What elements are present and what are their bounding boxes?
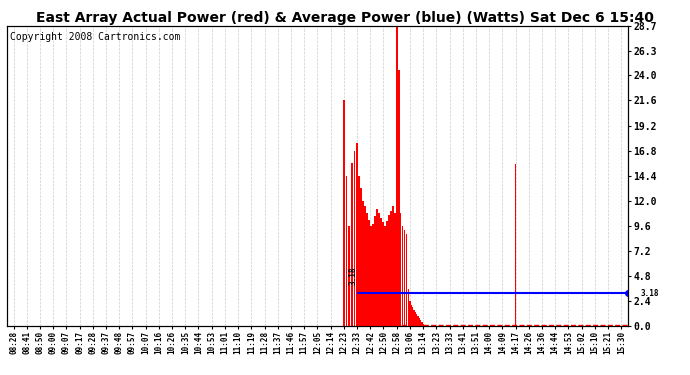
Bar bbox=[382, 222, 384, 326]
Bar bbox=[402, 226, 404, 326]
Bar bbox=[360, 188, 362, 326]
Bar bbox=[415, 314, 417, 326]
Bar bbox=[414, 312, 416, 326]
Bar bbox=[398, 70, 400, 326]
Bar bbox=[412, 308, 413, 326]
Bar bbox=[409, 301, 411, 326]
Bar bbox=[353, 151, 355, 326]
Bar bbox=[380, 217, 382, 326]
Bar bbox=[406, 234, 407, 326]
Bar bbox=[408, 289, 409, 326]
Bar bbox=[388, 216, 390, 326]
Text: Copyright 2008 Cartronics.com: Copyright 2008 Cartronics.com bbox=[10, 32, 180, 42]
Bar bbox=[394, 213, 395, 326]
Bar bbox=[368, 220, 370, 326]
Bar bbox=[384, 226, 386, 326]
Bar bbox=[386, 220, 388, 326]
Bar bbox=[356, 143, 358, 326]
Bar bbox=[396, 26, 397, 326]
Bar bbox=[358, 176, 360, 326]
Bar bbox=[378, 213, 380, 326]
Bar bbox=[420, 320, 422, 326]
Bar bbox=[421, 322, 423, 326]
Bar bbox=[376, 209, 377, 326]
Bar bbox=[366, 213, 368, 326]
Bar bbox=[374, 216, 376, 326]
Bar bbox=[362, 201, 364, 326]
Bar bbox=[390, 211, 392, 326]
Bar bbox=[346, 176, 347, 326]
Bar bbox=[411, 305, 412, 326]
Text: East Array Actual Power (red) & Average Power (blue) (Watts) Sat Dec 6 15:40: East Array Actual Power (red) & Average … bbox=[36, 11, 654, 25]
Text: 3.18: 3.18 bbox=[640, 288, 659, 297]
Bar bbox=[364, 206, 366, 326]
Bar bbox=[417, 316, 419, 326]
Bar bbox=[418, 318, 420, 326]
Bar bbox=[404, 230, 406, 326]
Bar bbox=[515, 164, 516, 326]
Text: 3.18: 3.18 bbox=[348, 266, 357, 285]
Bar bbox=[348, 226, 350, 326]
Bar bbox=[372, 224, 374, 326]
Bar bbox=[400, 213, 402, 326]
Bar bbox=[422, 324, 424, 326]
Bar bbox=[392, 206, 393, 326]
Bar bbox=[413, 309, 415, 326]
Bar bbox=[370, 226, 372, 326]
Bar bbox=[343, 100, 345, 326]
Bar bbox=[351, 163, 353, 326]
